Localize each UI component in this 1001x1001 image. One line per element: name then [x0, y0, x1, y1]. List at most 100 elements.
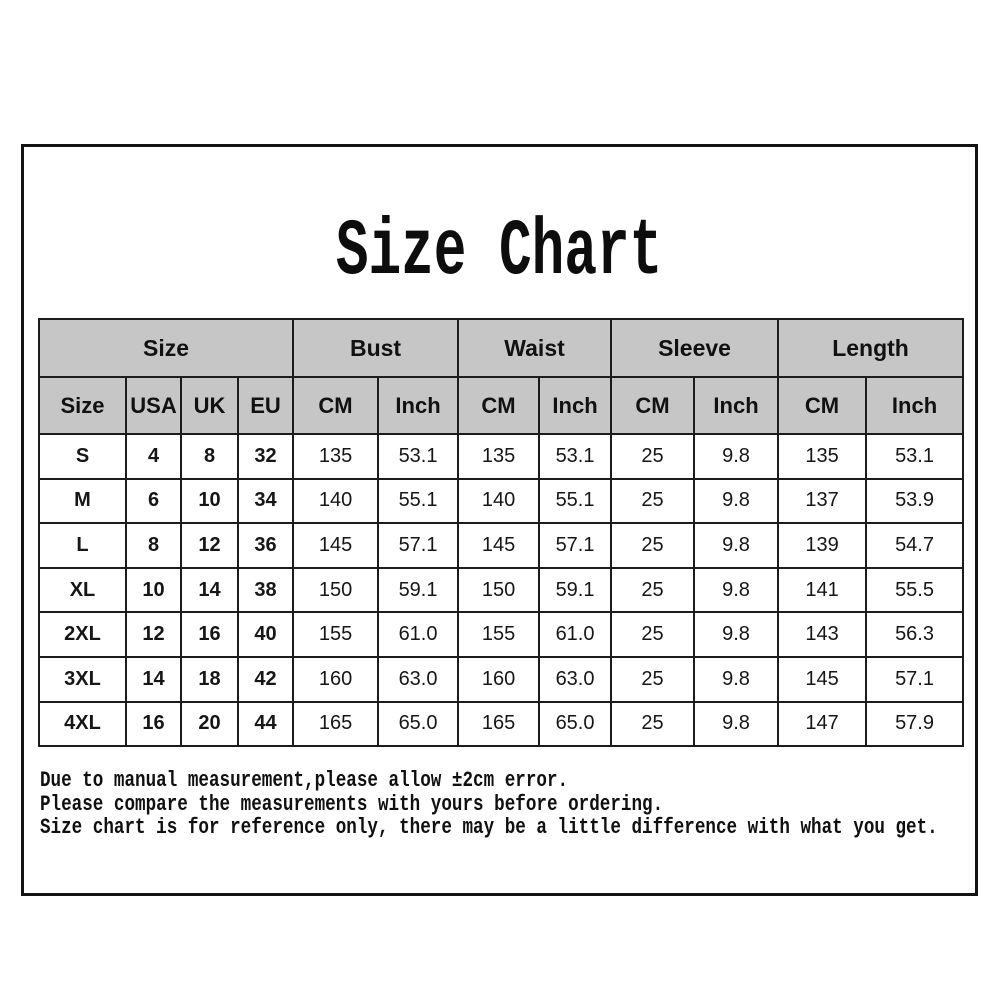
value-cell: 145: [777, 655, 868, 703]
value-cell: 9.8: [693, 700, 780, 748]
table-row-4xl: 4XL 16 20 44 165 65.0 165 65.0 25 9.8 147 57.9: [38, 700, 965, 748]
table-row-xl: XL 10 14 38 150 59.1 150 59.1 25 9.8 141 55.5: [38, 566, 965, 614]
size-label-cell: M: [38, 477, 127, 525]
value-cell: 25: [610, 477, 696, 525]
value-cell: 135: [292, 433, 380, 480]
value-cell: 8: [125, 522, 182, 569]
sub-header-cell-10: CM: [777, 376, 868, 435]
sub-header-cell-1: USA: [125, 376, 182, 435]
value-cell: 165: [457, 700, 541, 748]
group-header-waist: Waist: [457, 318, 613, 378]
group-header-bust: Bust: [292, 318, 460, 378]
value-cell: 57.1: [865, 655, 965, 703]
value-cell: 140: [457, 477, 541, 525]
value-cell: 20: [180, 700, 239, 748]
value-cell: 6: [125, 477, 182, 525]
value-cell: 42: [236, 655, 295, 703]
group-header-size: Size: [37, 318, 295, 378]
value-cell: 160: [292, 655, 380, 703]
sub-header-cell-2: UK: [180, 376, 239, 435]
group-header-length: Length: [777, 318, 965, 378]
value-cell: 63.0: [377, 655, 460, 703]
group-header-sleeve: Sleeve: [610, 318, 780, 378]
sub-header-cell-0: Size: [38, 376, 127, 435]
value-cell: 140: [292, 477, 380, 525]
value-cell: 61.0: [377, 611, 460, 658]
value-cell: 36: [236, 522, 295, 569]
size-table: Size Bust Waist Sleeve Length Size USA UK EU CM I…: [37, 318, 965, 748]
note-line-1: Due to manual measurement,please allow ±…: [40, 768, 569, 793]
value-cell: 55.1: [538, 477, 613, 525]
value-cell: 32: [236, 433, 295, 480]
value-cell: 4: [125, 433, 182, 480]
value-cell: 12: [180, 522, 239, 569]
notes: Due to manual measurement,please allow ±…: [40, 769, 970, 840]
sub-header-cell-3: EU: [236, 376, 295, 435]
value-cell: 145: [292, 522, 380, 569]
sub-header-cell-4: CM: [292, 376, 380, 435]
value-cell: 160: [457, 655, 541, 703]
note-line-2: Please compare the measurements with you…: [40, 791, 664, 817]
value-cell: 141: [777, 566, 868, 614]
size-label-cell: XL: [38, 566, 127, 614]
value-cell: 18: [180, 655, 239, 703]
value-cell: 25: [610, 611, 696, 658]
value-cell: 65.0: [538, 700, 613, 748]
table-row-s: S 4 8 32 135 53.1 135 53.1 25 9.8 135 53.1: [38, 433, 965, 480]
group-header-row: Size Bust Waist Sleeve Length: [37, 318, 965, 378]
value-cell: 9.8: [693, 522, 780, 569]
value-cell: 12: [125, 611, 182, 658]
value-cell: 57.9: [865, 700, 965, 748]
size-label-cell: 4XL: [38, 700, 127, 748]
value-cell: 34: [236, 477, 295, 525]
value-cell: 25: [610, 655, 696, 703]
sub-header-cell-9: Inch: [693, 376, 780, 435]
value-cell: 155: [292, 611, 380, 658]
value-cell: 63.0: [538, 655, 613, 703]
sub-header-cell-7: Inch: [538, 376, 613, 435]
value-cell: 54.7: [865, 522, 965, 569]
value-cell: 145: [457, 522, 541, 569]
value-cell: 139: [777, 522, 868, 569]
sub-header-cell-11: Inch: [865, 376, 965, 435]
title-container: Size Chart: [24, 213, 975, 293]
value-cell: 38: [236, 566, 295, 614]
value-cell: 16: [180, 611, 239, 658]
value-cell: 155: [457, 611, 541, 658]
value-cell: 8: [180, 433, 239, 480]
value-cell: 9.8: [693, 655, 780, 703]
table-row-l: L 8 12 36 145 57.1 145 57.1 25 9.8 139 54.7: [38, 522, 965, 569]
value-cell: 59.1: [377, 566, 460, 614]
value-cell: 135: [457, 433, 541, 480]
value-cell: 53.1: [377, 433, 460, 480]
value-cell: 14: [125, 655, 182, 703]
page-title: Size Chart: [336, 207, 663, 298]
size-table-body: S 4 8 32 135 53.1 135 53.1 25 9.8 135 53.1 M 6 10 34 140…: [38, 433, 965, 748]
sub-header-cell-6: CM: [457, 376, 541, 435]
value-cell: 55.5: [865, 566, 965, 614]
value-cell: 9.8: [693, 433, 780, 480]
value-cell: 53.1: [865, 433, 965, 480]
value-cell: 53.1: [538, 433, 613, 480]
table-row-m: M 6 10 34 140 55.1 140 55.1 25 9.8 137 53.9: [38, 477, 965, 525]
value-cell: 16: [125, 700, 182, 748]
size-label-cell: L: [38, 522, 127, 569]
outer-frame: Size Chart Size Bust Waist Sleeve Length Siz…: [21, 144, 978, 896]
value-cell: 44: [236, 700, 295, 748]
value-cell: 25: [610, 433, 696, 480]
size-label-cell: 3XL: [38, 655, 127, 703]
value-cell: 61.0: [538, 611, 613, 658]
value-cell: 25: [610, 700, 696, 748]
value-cell: 56.3: [865, 611, 965, 658]
value-cell: 55.1: [377, 477, 460, 525]
value-cell: 143: [777, 611, 868, 658]
size-label-cell: 2XL: [38, 611, 127, 658]
value-cell: 9.8: [693, 566, 780, 614]
sub-header-cell-8: CM: [610, 376, 696, 435]
value-cell: 10: [125, 566, 182, 614]
value-cell: 53.9: [865, 477, 965, 525]
value-cell: 25: [610, 566, 696, 614]
value-cell: 147: [777, 700, 868, 748]
value-cell: 9.8: [693, 477, 780, 525]
